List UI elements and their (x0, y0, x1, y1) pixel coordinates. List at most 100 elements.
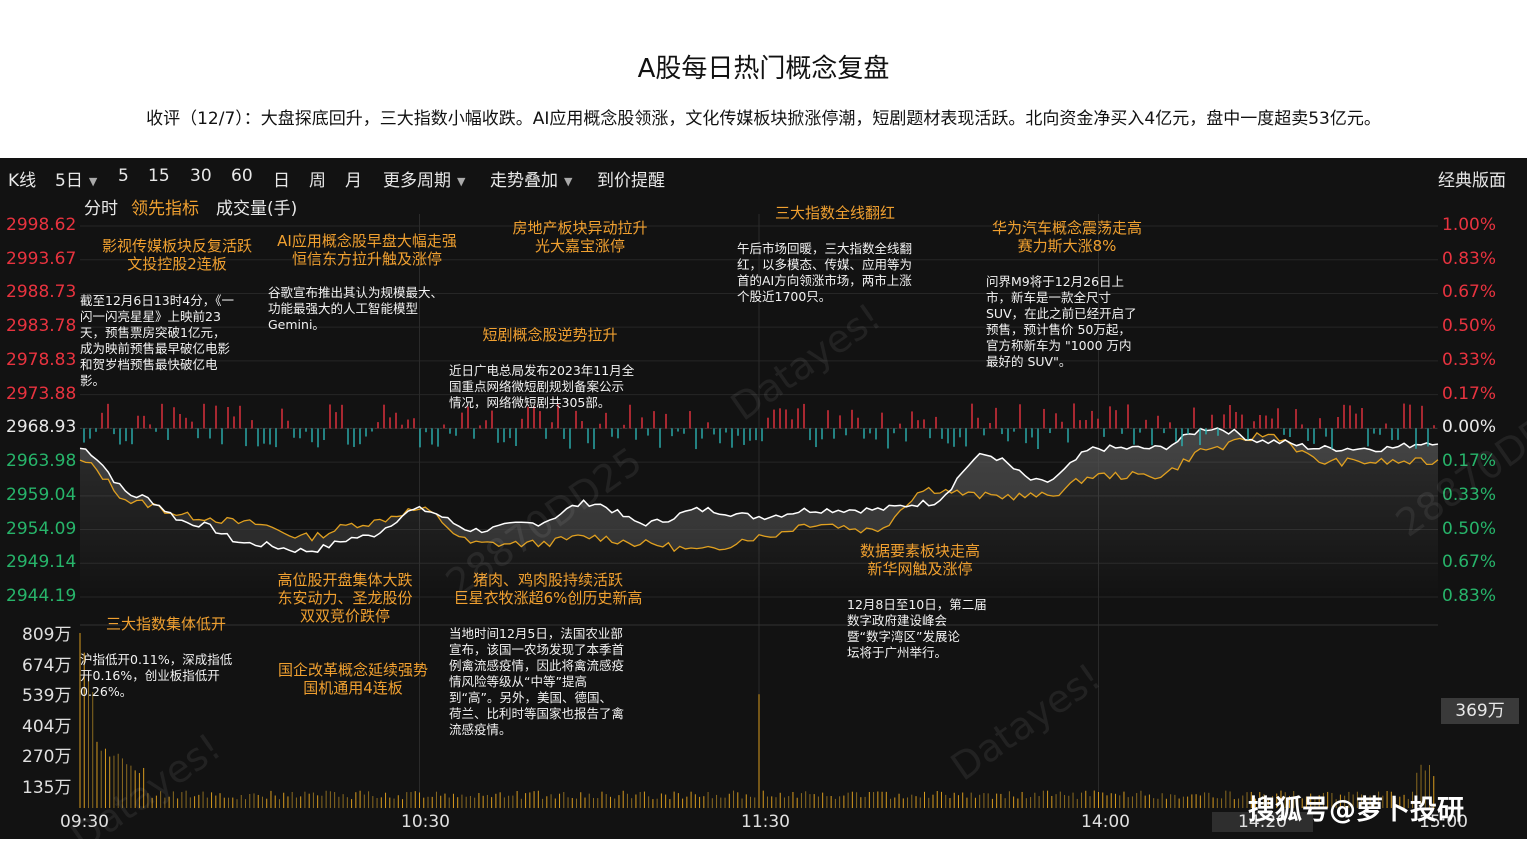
annotation-title: 猪肉、鸡肉股持续活跃 巨星衣牧涨超6%创历史新高 (448, 571, 648, 607)
chevron-down-icon: ▼ (457, 174, 466, 188)
time-tick-label: 14:20 (1212, 812, 1313, 832)
annotation-body-line: 到“高”。另外，美国、德国、 (449, 690, 612, 705)
annotation-title-line: 巨星衣牧涨超6%创历史新高 (453, 589, 643, 607)
annotation-body: 12月8日至10日，第二届 数字政府建设峰会 暨“数字湾区”发展论 坛将于广州举行。 (847, 597, 987, 661)
annotation-body-line: 个股近1700只。 (737, 289, 832, 304)
annotation-body-line: 开0.16%，创业板指低开 (80, 668, 220, 683)
annotation-body-line: 影。 (80, 373, 106, 388)
annotation-title-line: 国企改革概念延续强势 (277, 661, 428, 679)
annotation-body-line: 流感疫情。 (449, 722, 512, 737)
price-tick-label: 2978.83 (6, 349, 77, 370)
annotation-title-line: 高位股开盘集体大跌 (277, 571, 413, 589)
price-alert-button[interactable]: 到价提醒 (597, 171, 665, 191)
annotation-body-line: 市，新车是一款全尺寸 (986, 290, 1112, 305)
annotation-body-line: 数字政府建设峰会 (847, 613, 948, 628)
period-week-button[interactable]: 周 (309, 171, 326, 191)
volume-tick-label: 674万 (22, 655, 72, 676)
annotation-title-line: 赛力斯大涨8% (1017, 237, 1117, 255)
annotation-title-line: 国机通用4连板 (303, 679, 403, 697)
chevron-down-icon: ▼ (564, 174, 573, 188)
price-tick-label: 2949.14 (6, 552, 77, 573)
annotation-body-line: 暨“数字湾区”发展论 (847, 629, 960, 644)
time-tick-label: 14:00 (1081, 812, 1130, 832)
annotation-body-line: 当地时间12月5日，法国农业部 (449, 626, 623, 641)
percent-tick-label: 0.33% (1442, 484, 1497, 505)
annotation-body-line: 首的AI方向领涨市场，两市上涨 (737, 273, 912, 288)
annotation-title-line: 数据要素板块走高 (859, 542, 980, 560)
leading-indicator-line (79, 432, 1439, 553)
period-5d-dropdown[interactable]: 5日 ▼ (55, 166, 97, 191)
annotation-body-line: 0.26%。 (80, 684, 133, 699)
tab-kline[interactable]: K线 (8, 171, 37, 191)
current-volume-badge: 369万 (1441, 698, 1519, 724)
annotation-body: 谷歌宣布推出其认为规模最大、 功能最强大的人工智能模型 Gemini。 (268, 285, 443, 333)
annotation-body: 问界M9将于12月26日上 市，新车是一款全尺寸 SUV，在此之前已经开启了 预售，预… (986, 274, 1137, 370)
annotation-body-line: 国重点网络微短剧规划备案公示 (449, 379, 625, 394)
price-tick-label: 2944.19 (6, 586, 77, 606)
annotation-body-line: 近日广电总局发布2023年11月全 (449, 363, 635, 378)
percent-tick-label: 0.50% (1442, 518, 1497, 539)
volume-tick-label: 270万 (22, 747, 72, 768)
annotation-body-line: 最好的 SUV"。 (986, 354, 1072, 369)
annotation-title-line: 双双竞价跌停 (299, 607, 390, 625)
annotation-body-line: 预售，预计售价 50万起， (986, 322, 1131, 337)
classic-layout-button[interactable]: 经典版面 (1438, 171, 1506, 191)
overlay-dropdown[interactable]: 走势叠加 ▼ (490, 166, 572, 191)
tab-intraday[interactable]: 分时 (84, 199, 118, 219)
annotation-title: 三大指数集体低开 (96, 615, 236, 633)
annotation-body-line: 例禽流感疫情，因此将禽流感疫 (449, 658, 625, 673)
annotation-body-line: 和贺岁档预售最快破亿电 (80, 357, 218, 372)
price-tick-label: 2963.98 (6, 451, 77, 472)
percent-tick-label: 0.67% (1442, 552, 1497, 573)
annotation-title-line: 华为汽车概念震荡走高 (991, 219, 1142, 237)
annotation-body-line: 功能最强大的人工智能模型 (268, 301, 419, 316)
percent-tick-label: 0.00% (1442, 417, 1497, 438)
annotation-body: 沪指低开0.11%，深成指低 开0.16%，创业板指低开 0.26%。 (80, 652, 232, 700)
annotation-title: 高位股开盘集体大跌 东安动力、圣龙股份 双双竞价跌停 (270, 571, 420, 625)
period-15-button[interactable]: 15 (148, 166, 170, 186)
period-30-button[interactable]: 30 (190, 166, 212, 186)
overlay-label: 走势叠加 (490, 171, 558, 191)
tab-volume[interactable]: 成交量(手) (216, 199, 298, 219)
annotation-body-line: 成为映前预售最早破亿电影 (80, 341, 231, 356)
annotation-title: 华为汽车概念震荡走高 赛力斯大涨8% (982, 219, 1152, 255)
annotation-body-line: SUV，在此之前已经开启了 (986, 306, 1137, 321)
price-tick-label: 2973.88 (6, 383, 77, 404)
percent-tick-label: 1.00% (1442, 215, 1497, 235)
annotation-title-line: 影视传媒板块反复活跃 (101, 237, 252, 255)
annotation-body-line: 谷歌宣布推出其认为规模最大、 (268, 285, 444, 300)
percent-tick-label: 0.33% (1442, 349, 1497, 370)
period-month-button[interactable]: 月 (345, 171, 362, 191)
annotation-title: 国企改革概念延续强势 国机通用4连板 (268, 661, 438, 697)
annotation-body-line: 宣布，该国一农场发现了本季首 (449, 642, 625, 657)
annotation-body: 当地时间12月5日，法国农业部 宣布，该国一农场发现了本季首 例禽流感疫情，因此将禽… (449, 626, 624, 738)
price-tick-label: 2993.67 (6, 248, 77, 269)
more-periods-label: 更多周期 (383, 171, 451, 191)
annotation-title: 数据要素板块走高 新华网触及涨停 (850, 542, 990, 578)
time-tick-label: 09:30 (60, 812, 109, 832)
more-periods-dropdown[interactable]: 更多周期 ▼ (383, 166, 465, 191)
annotation-body-line: 天，预售票房突破1亿元， (80, 325, 226, 340)
tab-leading-indicator[interactable]: 领先指标 (131, 199, 199, 219)
market-summary: 收评（12/7）：大盘探底回升，三大指数小幅收跌。AI应用概念股领涨，文化传媒板… (146, 109, 1381, 129)
annotation-title-line: 恒信东方拉升触及涨停 (291, 250, 442, 268)
price-tick-label: 2998.62 (6, 215, 77, 235)
period-60-button[interactable]: 60 (231, 166, 253, 186)
annotation-body-line: 午后市场回暖，三大指数全线翻 (737, 241, 913, 256)
annotation-body-line: 坛将于广州举行。 (847, 645, 948, 660)
period-5-button[interactable]: 5 (118, 166, 129, 186)
annotation-body-line: 荷兰、比利时等国家也报告了禽 (449, 706, 625, 721)
annotation-body-line: Gemini。 (268, 317, 325, 332)
brand-watermark: 搜狐号@萝卜投研 (1248, 795, 1464, 826)
annotation-body-line: 截至12月6日13时4分，《一 (80, 293, 234, 308)
annotation-body-line: 情风险等级从“中等”提高 (449, 674, 587, 689)
period-day-button[interactable]: 日 (273, 171, 290, 191)
header: A股每日热门概念复盘 收评（12/7）：大盘探底回升，三大指数小幅收跌。AI应用… (0, 0, 1527, 158)
annotation-body-line: 闪一闪亮星星》上映前23 (80, 309, 221, 324)
volume-tick-label: 135万 (22, 778, 72, 798)
price-tick-label: 2954.09 (6, 518, 77, 539)
annotation-title-line: 猪肉、鸡肉股持续活跃 (472, 571, 623, 589)
annotation-title-line: 东安动力、圣龙股份 (277, 589, 413, 607)
annotation-title-line: 短剧概念股逆势拉升 (482, 326, 618, 344)
intraday-chart (79, 214, 1439, 808)
